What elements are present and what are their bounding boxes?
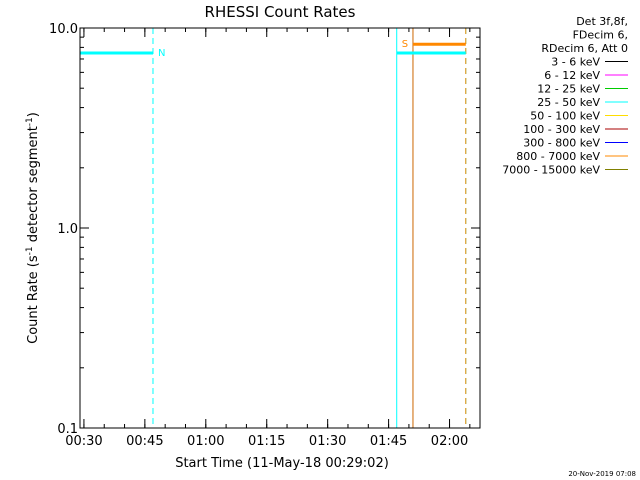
- x-tick-label: 01:00: [187, 434, 224, 449]
- x-tick-label: 00:45: [126, 434, 163, 449]
- legend-header-line: RDecim 6, Att 0: [541, 42, 628, 55]
- y-axis-label-superscript: -1: [25, 117, 35, 126]
- legend-entry-label: 50 - 100 keV: [530, 110, 600, 123]
- y-tick-label: 0.1: [57, 422, 78, 437]
- legend-entry-label: 7000 - 15000 keV: [502, 164, 600, 177]
- legend-header-line: Det 3f,8f,: [576, 15, 628, 28]
- legend-entry-label: 6 - 12 keV: [544, 69, 600, 82]
- y-axis: 10.0 1.0 0.1: [49, 22, 480, 437]
- y-axis-label-part: detector segment: [26, 126, 41, 246]
- legend: Det 3f,8f,FDecim 6,RDecim 6, Att 03 - 6 …: [502, 15, 628, 177]
- x-axis-label: Start Time (11-May-18 00:29:02): [175, 456, 389, 471]
- legend-entry-label: 300 - 800 keV: [523, 137, 600, 150]
- footer-timestamp: 20-Nov-2019 07:08: [568, 470, 636, 478]
- legend-entry-label: 800 - 7000 keV: [516, 150, 600, 163]
- legend-entry-label: 100 - 300 keV: [523, 123, 600, 136]
- x-tick-label: 01:30: [309, 434, 346, 449]
- legend-header-line: FDecim 6,: [573, 29, 628, 42]
- y-tick-label: 10.0: [49, 22, 78, 37]
- annotation-label: N: [158, 48, 165, 59]
- x-tick-label: 01:15: [248, 434, 285, 449]
- chart-title: RHESSI Count Rates: [205, 3, 356, 21]
- y-axis-label: Count Rate (s-1 detector segment-1): [25, 112, 41, 344]
- x-axis: 00:30 00:45 01:00 01:15 01:30 01:45 02:00: [65, 28, 471, 449]
- legend-entry-label: 12 - 25 keV: [537, 83, 600, 96]
- y-axis-label-part: ): [26, 112, 41, 117]
- x-tick-label: 01:45: [370, 434, 407, 449]
- legend-entry-label: 3 - 6 keV: [551, 56, 600, 69]
- x-tick-label: 00:30: [65, 434, 102, 449]
- y-tick-label: 1.0: [57, 222, 78, 237]
- x-tick-label: 02:00: [431, 434, 468, 449]
- plot-frame: [79, 27, 481, 429]
- plot-area: NS: [79, 28, 467, 428]
- y-axis-label-part: Count Rate (s: [26, 255, 41, 344]
- annotation-label: S: [402, 39, 408, 50]
- y-axis-label-superscript: -1: [25, 246, 35, 255]
- legend-entry-label: 25 - 50 keV: [537, 96, 600, 109]
